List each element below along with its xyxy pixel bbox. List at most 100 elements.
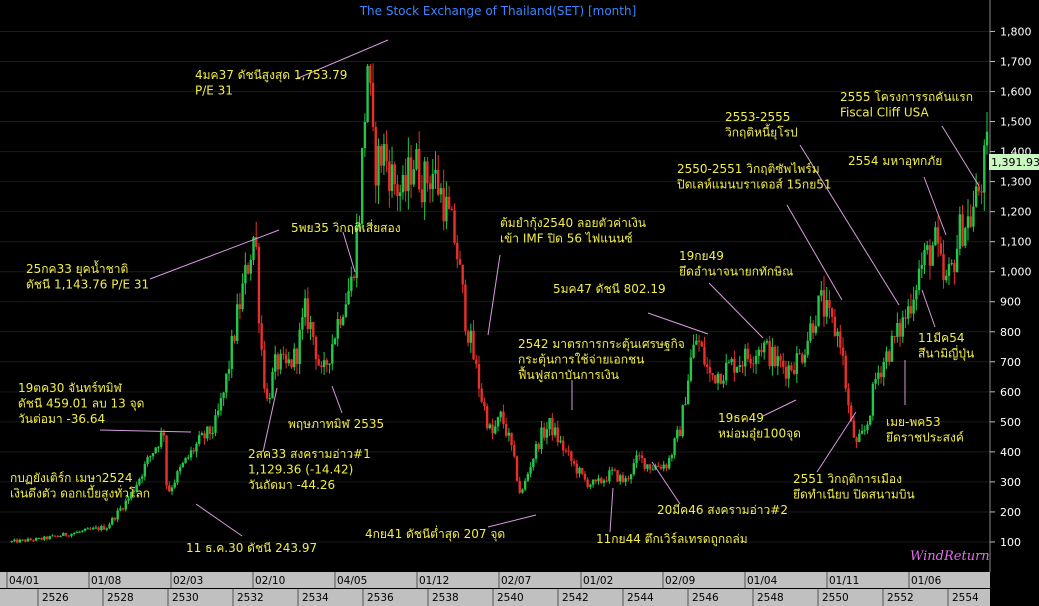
candle-body — [689, 357, 693, 381]
candle-body — [928, 245, 932, 266]
candle-body — [686, 380, 690, 405]
annotation-line: 1,129.36 (-14.42) — [248, 463, 353, 477]
candle-body — [325, 360, 329, 365]
candle-body — [488, 424, 492, 429]
candles-group — [10, 63, 989, 544]
candle-body — [958, 214, 962, 249]
candle-body — [779, 356, 782, 361]
watermark: WindReturn — [910, 549, 990, 564]
candle-body — [648, 464, 652, 470]
x-tick-label-top: 01/02 — [583, 575, 613, 587]
candle-body — [597, 478, 600, 482]
annotation-label: 5พย35 วิกฤติเสี่ยสอง — [291, 219, 401, 235]
candle-body — [757, 349, 760, 356]
candle-body — [784, 366, 788, 379]
candle-body — [504, 424, 508, 436]
candle-body — [673, 438, 676, 456]
candle-body — [56, 536, 60, 538]
candle-body — [249, 259, 252, 274]
candle-body — [396, 184, 399, 196]
candle-body — [934, 227, 937, 246]
annotation-label: 25กค33 ยุคน้ำชาติดัชนี 1,143.76 P/E 31 — [26, 260, 149, 292]
candle-body — [121, 508, 125, 510]
x-tick-label-bottom: 2552 — [887, 592, 914, 604]
candle-body — [722, 380, 725, 384]
candle-body — [581, 467, 584, 474]
annotation-line: 2555 โครงการรถคันแรก — [840, 90, 973, 104]
candle-body — [195, 443, 198, 452]
annotation-line: 25กค33 ยุคน้ำชาติ — [26, 260, 128, 277]
candle-body — [442, 188, 445, 222]
annotation-leader-line — [762, 399, 797, 417]
annotation-label: กบฏยังเติร์ก เมษา2524 เงินดึงตัว ดอกเบี้ย… — [10, 471, 150, 502]
x-tick-label-top: 01/06 — [911, 575, 942, 587]
candle-body — [681, 405, 684, 437]
candle-body — [347, 290, 350, 305]
candle-body — [73, 533, 76, 535]
annotation-leader-line — [816, 411, 857, 473]
annotation-label: 11กย44 ตึกเวิร์ลเทรดถูกถล่ม — [596, 532, 748, 547]
candle-body — [523, 480, 527, 490]
candle-body — [341, 316, 345, 325]
x-tick-label-top: 02/03 — [173, 575, 203, 587]
candle-body — [858, 433, 861, 442]
candle-body — [977, 186, 981, 192]
candle-body — [187, 457, 190, 459]
candle-body — [828, 300, 831, 309]
candle-body — [822, 290, 826, 317]
candle-body — [496, 417, 500, 427]
y-tick-label: 1,800 — [1000, 25, 1032, 38]
candle-body — [447, 196, 451, 209]
annotation-line: กระตุ้นการใช้จ่ายเอกชน — [518, 353, 644, 368]
candle-body — [309, 322, 312, 330]
candle-body — [312, 322, 315, 337]
candle-body — [771, 346, 774, 367]
y-tick-label: 500 — [1000, 416, 1021, 429]
candle-body — [730, 358, 733, 363]
candle-body — [703, 346, 706, 365]
x-tick-label-top: 02/09 — [665, 575, 695, 587]
candle-body — [589, 484, 592, 487]
candle-body — [803, 354, 807, 363]
x-axis-bar-bottom — [0, 589, 990, 606]
candle-body — [735, 367, 739, 373]
annotation-leader-line — [195, 503, 243, 537]
candle-body — [485, 406, 489, 429]
candle-body — [768, 341, 771, 367]
candle-body — [651, 469, 655, 471]
candle-body — [942, 254, 945, 281]
candle-body — [159, 432, 163, 447]
candle-body — [78, 531, 81, 533]
candle-body — [955, 248, 959, 273]
candle-body — [570, 451, 573, 461]
annotation-line: 2550-2551 วิกฤติซัพไพร์ม — [677, 162, 820, 176]
candle-body — [917, 268, 921, 291]
candle-body — [635, 455, 638, 464]
candle-body — [230, 335, 233, 369]
candle-body — [314, 336, 318, 360]
x-tick-label-top: 01/08 — [91, 575, 121, 587]
x-tick-label-top: 02/07 — [501, 575, 531, 587]
candle-body — [776, 356, 780, 367]
candle-body — [271, 371, 274, 399]
candle-body — [537, 444, 540, 450]
candle-body — [328, 363, 331, 365]
candle-body — [627, 478, 630, 480]
candle-body — [298, 329, 301, 364]
candle-body — [814, 326, 818, 333]
candle-body — [374, 126, 377, 186]
candle-body — [801, 354, 804, 363]
annotation-leader-line — [651, 461, 681, 505]
candle-body — [464, 284, 467, 332]
annotation-label: 2542 มาตรการกระตุ้นเศรษฐกิจกระตุ้นการใช้… — [518, 337, 685, 383]
candle-body — [741, 365, 744, 367]
candle-body — [564, 450, 568, 452]
candle-body — [983, 145, 986, 193]
candle-body — [863, 430, 866, 432]
candle-body — [513, 445, 516, 457]
candle-body — [787, 365, 790, 379]
candle-body — [839, 331, 842, 348]
candle-body — [336, 319, 339, 339]
candle-body — [684, 404, 687, 406]
candle-body — [526, 473, 530, 481]
